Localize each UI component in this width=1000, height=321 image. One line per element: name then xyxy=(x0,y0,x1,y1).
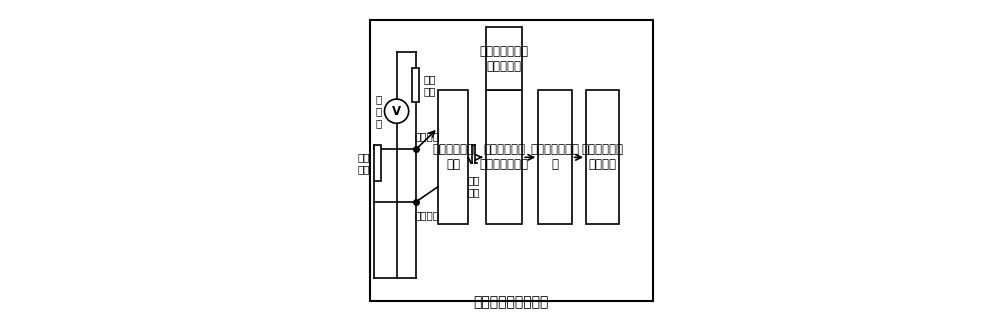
Bar xyxy=(586,91,619,224)
Text: V: V xyxy=(392,105,401,118)
Text: 电
压
源: 电 压 源 xyxy=(376,95,382,128)
Bar xyxy=(374,144,381,181)
Bar xyxy=(370,21,653,300)
Circle shape xyxy=(384,99,409,123)
Text: 被测
电阻: 被测 电阻 xyxy=(358,152,370,174)
Bar xyxy=(486,91,522,224)
Text: 输入电压: 输入电压 xyxy=(414,131,439,142)
Bar xyxy=(486,27,522,91)
Text: 比较电压: 比较电压 xyxy=(414,210,439,220)
Bar xyxy=(412,68,419,102)
Bar xyxy=(538,91,572,224)
Text: 出现
瞬断: 出现 瞬断 xyxy=(468,175,480,197)
Text: 分压
电阻: 分压 电阻 xyxy=(423,74,436,96)
Text: 锁定脉冲计数结
果: 锁定脉冲计数结 果 xyxy=(530,143,579,171)
Text: 脉冲闸门开启
脉冲计数器计数: 脉冲闸门开启 脉冲计数器计数 xyxy=(479,143,528,171)
Text: 时基信号与控制
信号发生器: 时基信号与控制 信号发生器 xyxy=(479,45,528,73)
Text: 显示瞬断时间
声光报警: 显示瞬断时间 声光报警 xyxy=(582,143,624,171)
Text: 瞬断测试仪内部原理: 瞬断测试仪内部原理 xyxy=(473,295,549,309)
Text: 电压幅度比较
电路: 电压幅度比较 电路 xyxy=(432,143,474,171)
Bar xyxy=(438,91,468,224)
